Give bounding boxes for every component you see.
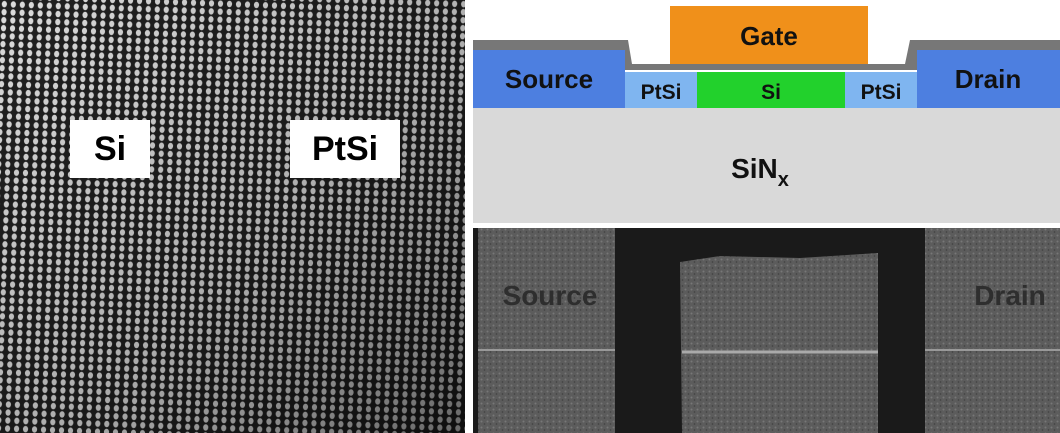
sem-label: Source xyxy=(503,280,598,311)
drain-label: Drain xyxy=(955,64,1021,94)
gate-pillar xyxy=(680,253,878,433)
source-pillar xyxy=(478,228,615,433)
sem-label: Drain xyxy=(974,280,1046,311)
channel-label: PtSi xyxy=(641,81,682,104)
drain-pillar xyxy=(925,228,1060,433)
shade xyxy=(0,0,465,433)
channel-label: Si xyxy=(761,81,781,104)
tem-label: PtSi xyxy=(312,130,378,168)
tem-label: Si xyxy=(94,130,126,168)
schematic: Gate Source Drain PtSi Si PtSi SiNx xyxy=(473,6,1060,223)
figure: Si PtSi Gate Source Drain PtSi Si PtSi S… xyxy=(0,0,1060,433)
tem-image: Si PtSi xyxy=(0,0,465,433)
source-label: Source xyxy=(505,64,593,94)
substrate-subscript: x xyxy=(778,169,789,191)
substrate-base: SiN xyxy=(731,153,778,184)
channel-label: PtSi xyxy=(861,81,902,104)
sem-image: Source Drain xyxy=(473,228,1060,433)
gate-label: Gate xyxy=(740,21,798,51)
